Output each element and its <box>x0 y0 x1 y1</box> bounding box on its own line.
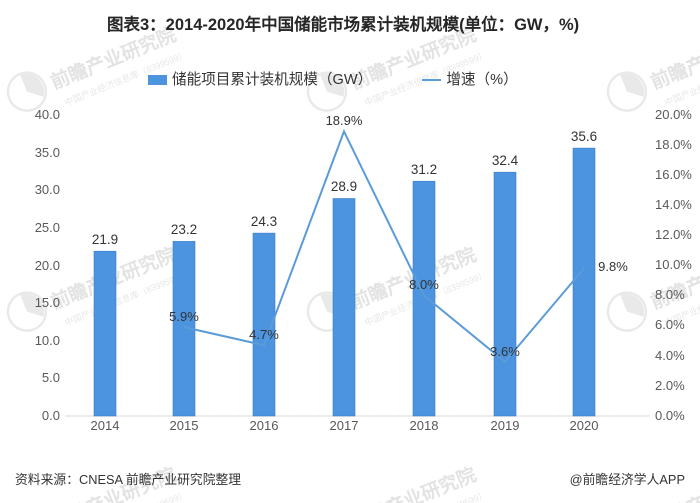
svg-text:0.0: 0.0 <box>42 408 60 423</box>
svg-text:24.3: 24.3 <box>251 214 277 229</box>
svg-text:35.0: 35.0 <box>35 145 60 160</box>
svg-text:25.0: 25.0 <box>35 220 60 235</box>
svg-text:18.0%: 18.0% <box>655 137 692 152</box>
svg-text:2017: 2017 <box>330 418 359 433</box>
svg-text:2018: 2018 <box>410 418 439 433</box>
svg-text:8.0%: 8.0% <box>655 287 685 302</box>
svg-text:2019: 2019 <box>491 418 520 433</box>
svg-text:18.9%: 18.9% <box>326 113 363 128</box>
svg-text:2020: 2020 <box>570 418 599 433</box>
svg-text:2016: 2016 <box>250 418 279 433</box>
svg-text:20.0: 20.0 <box>35 258 60 273</box>
svg-text:31.2: 31.2 <box>411 162 437 177</box>
svg-text:16.0%: 16.0% <box>655 167 692 182</box>
svg-text:15.0: 15.0 <box>35 295 60 310</box>
svg-text:5.0: 5.0 <box>42 370 60 385</box>
svg-text:3.6%: 3.6% <box>490 344 520 359</box>
svg-text:2014: 2014 <box>91 418 120 433</box>
svg-text:0.0%: 0.0% <box>655 408 685 423</box>
svg-text:10.0%: 10.0% <box>655 257 692 272</box>
svg-text:21.9: 21.9 <box>92 232 118 247</box>
svg-text:14.0%: 14.0% <box>655 197 692 212</box>
svg-text:2015: 2015 <box>170 418 199 433</box>
svg-text:28.9: 28.9 <box>331 179 357 194</box>
svg-text:10.0: 10.0 <box>35 333 60 348</box>
svg-text:5.9%: 5.9% <box>169 309 199 324</box>
svg-text:35.6: 35.6 <box>571 129 597 144</box>
svg-text:40.0: 40.0 <box>35 107 60 122</box>
svg-text:9.8%: 9.8% <box>598 259 628 274</box>
svg-text:4.0%: 4.0% <box>655 348 685 363</box>
svg-text:2.0%: 2.0% <box>655 378 685 393</box>
svg-text:30.0: 30.0 <box>35 182 60 197</box>
svg-text:8.0%: 8.0% <box>409 277 439 292</box>
svg-text:12.0%: 12.0% <box>655 227 692 242</box>
svg-text:32.4: 32.4 <box>492 153 519 168</box>
svg-text:6.0%: 6.0% <box>655 317 685 332</box>
svg-text:4.7%: 4.7% <box>249 327 279 342</box>
svg-text:20.0%: 20.0% <box>655 107 692 122</box>
svg-text:23.2: 23.2 <box>171 222 197 237</box>
